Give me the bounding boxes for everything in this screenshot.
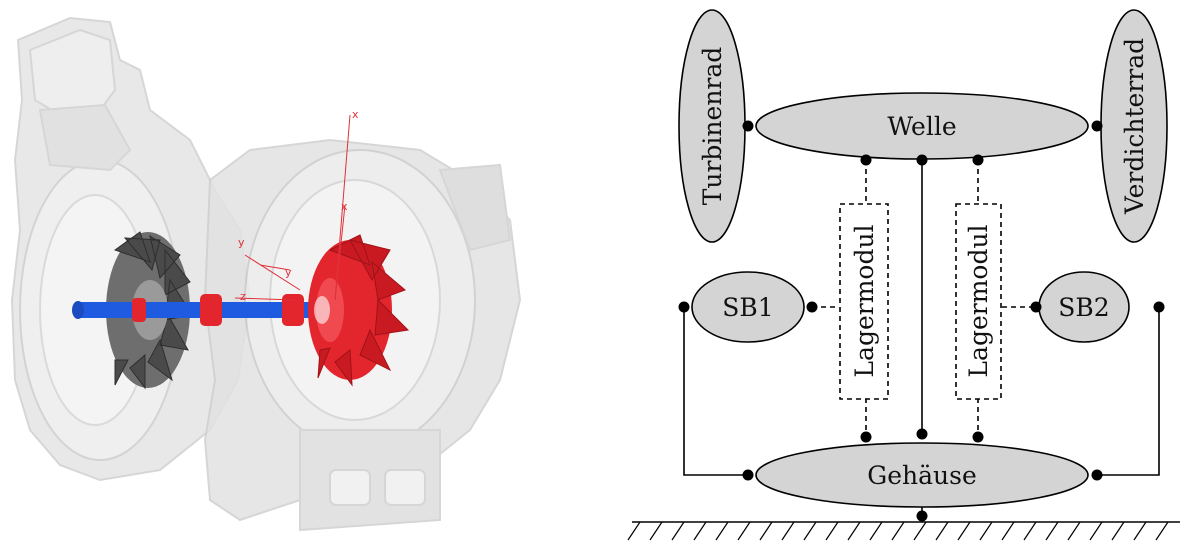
axis-label: x [352,108,359,121]
svg-text:Gehäuse: Gehäuse [867,461,977,490]
axis-label: z [240,290,246,303]
solid-connections [683,160,1160,516]
ground-hatch [627,521,1169,541]
axis-label: y [285,266,292,279]
svg-text:Lagermodul: Lagermodul [964,224,993,377]
lagermodul-left: Lagermodul [839,203,889,400]
axis-label: x [341,200,348,213]
bearing-collar [200,294,222,326]
svg-text:Welle: Welle [887,112,956,141]
node-turbinenrad: Turbinenrad [678,9,746,243]
node-sb1: SB1 [691,271,805,343]
node-gehaeuse: Gehäuse [755,442,1089,508]
node-welle: Welle [755,92,1089,160]
node-verdichterrad: Verdichterrad [1100,9,1168,243]
connection-dots [678,120,1165,522]
compressor-wheel [308,234,410,387]
ground [627,521,1180,541]
svg-text:SB1: SB1 [722,293,773,322]
axis-label: y [238,236,245,249]
svg-text:Lagermodul: Lagermodul [850,224,879,377]
lagermodul-right: Lagermodul [955,203,1002,400]
turbocharger-render: x x y y z [10,16,522,532]
svg-text:Verdichterrad: Verdichterrad [1120,38,1149,215]
coordinate-axes [234,114,351,301]
bearing-collar [282,294,304,326]
svg-text:Turbinenrad: Turbinenrad [698,47,727,206]
bearing-collar [132,298,146,322]
node-sb2: SB2 [1038,271,1130,343]
component-diagram: Welle Turbinenrad Verdichterrad SB1 SB2 … [627,9,1180,541]
svg-text:SB2: SB2 [1058,293,1109,322]
